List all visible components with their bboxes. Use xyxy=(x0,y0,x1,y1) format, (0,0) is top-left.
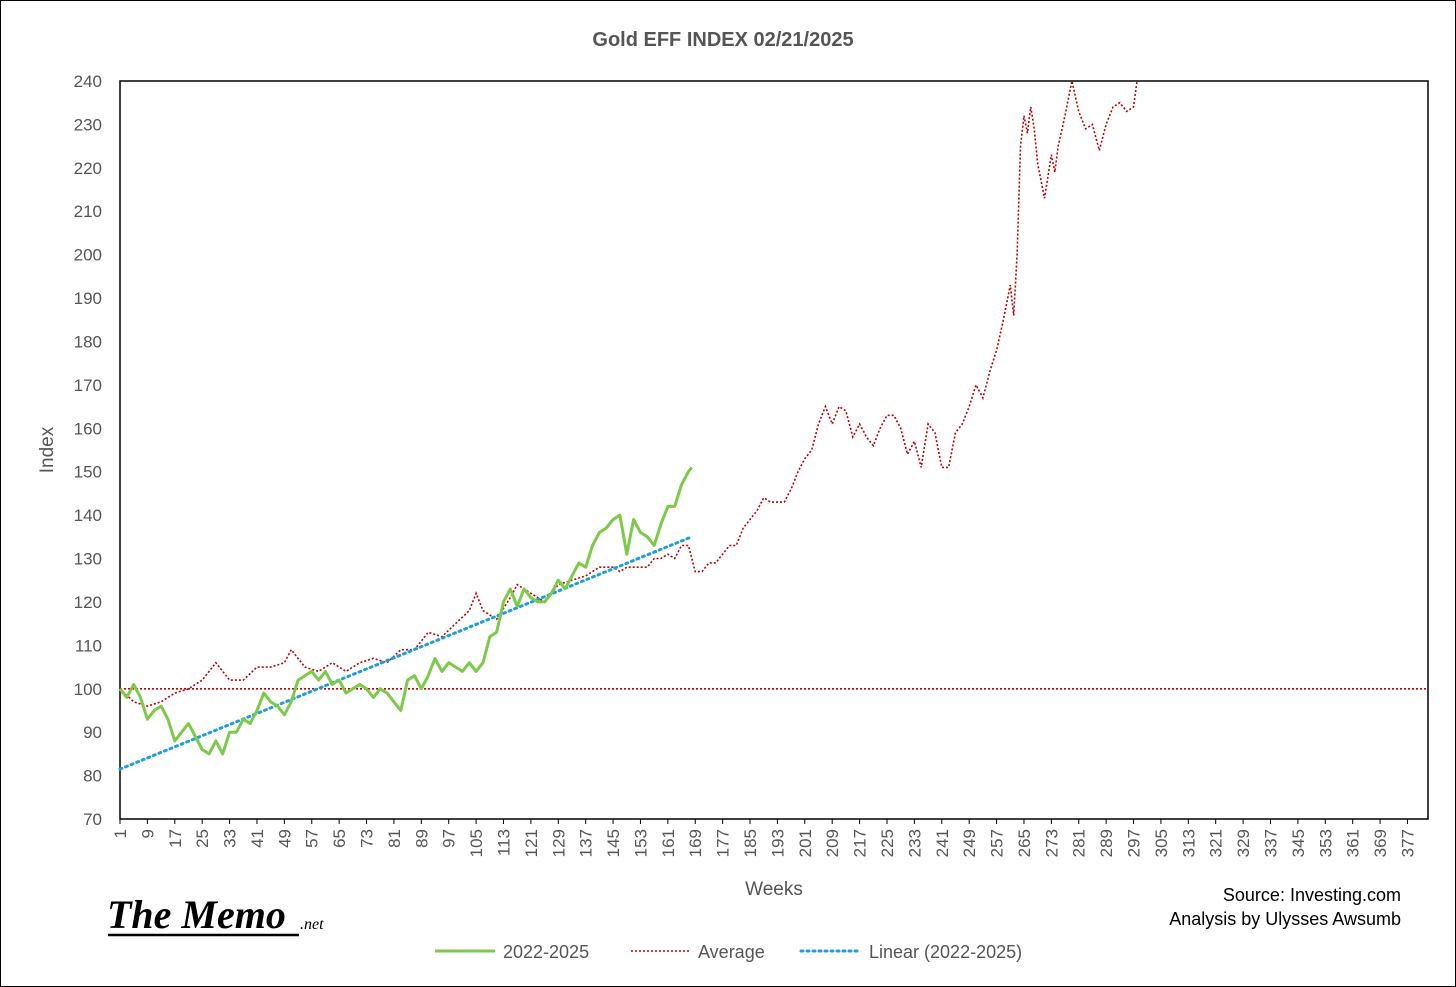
y-tick-label: 170 xyxy=(74,376,102,395)
x-tick-label: 377 xyxy=(1398,829,1417,857)
x-tick-label: 49 xyxy=(275,829,294,848)
x-tick-label: 345 xyxy=(1289,829,1308,857)
x-tick-label: 57 xyxy=(303,829,322,848)
x-tick-label: 329 xyxy=(1234,829,1253,857)
legend-label-average: Average xyxy=(698,942,765,962)
plot-area xyxy=(119,80,1429,820)
y-tick-label: 160 xyxy=(74,419,102,438)
x-tick-label: 193 xyxy=(768,829,787,857)
x-tick-label: 225 xyxy=(878,829,897,857)
x-tick-label: 33 xyxy=(221,829,240,848)
x-tick-label: 121 xyxy=(522,829,541,857)
memo-logo: The Memo .net xyxy=(107,892,324,937)
x-tick-label: 97 xyxy=(440,829,459,848)
x-tick-label: 273 xyxy=(1042,829,1061,857)
y-tick-label: 180 xyxy=(74,332,102,351)
x-tick-label: 217 xyxy=(851,829,870,857)
x-tick-label: 81 xyxy=(385,829,404,848)
x-tick-label: 1 xyxy=(111,829,130,838)
x-tick-label: 177 xyxy=(714,829,733,857)
y-axis-ticks: 70 80 90 100 110 120 130 140 150 160 170 180 190 200 2… xyxy=(74,72,102,829)
x-tick-label: 265 xyxy=(1015,829,1034,857)
series-line-linear-trend xyxy=(118,535,694,771)
series-group xyxy=(118,80,1428,771)
y-tick-label: 120 xyxy=(74,593,102,612)
x-axis-label: Weeks xyxy=(745,879,803,900)
x-tick-label: 153 xyxy=(631,829,650,857)
y-tick-label: 70 xyxy=(83,810,102,829)
x-tick-label: 65 xyxy=(330,829,349,848)
x-tick-label: 89 xyxy=(412,829,431,848)
chart-legend: 2022-2025 Average Linear (2022-2025) xyxy=(435,942,1022,962)
x-tick-label: 337 xyxy=(1261,829,1280,857)
source-line-1: Source: Investing.com xyxy=(1223,885,1401,905)
y-tick-label: 150 xyxy=(74,463,102,482)
y-tick-label: 200 xyxy=(74,246,102,265)
chart-title: Gold EFF INDEX 02/21/2025 xyxy=(592,29,853,51)
x-tick-label: 257 xyxy=(988,829,1007,857)
y-tick-label: 100 xyxy=(74,680,102,699)
x-tick-label: 105 xyxy=(467,829,486,857)
y-tick-label: 140 xyxy=(74,506,102,525)
x-tick-label: 201 xyxy=(796,829,815,857)
x-tick-label: 73 xyxy=(358,829,377,848)
y-tick-label: 80 xyxy=(83,767,102,786)
y-tick-label: 110 xyxy=(75,636,102,655)
y-tick-label: 90 xyxy=(83,723,102,742)
x-tick-label: 185 xyxy=(741,829,760,857)
x-tick-label: 209 xyxy=(823,829,842,857)
series-line-2022-2025 xyxy=(118,466,693,756)
legend-label-2022-2025: 2022-2025 xyxy=(503,942,589,962)
x-tick-label: 353 xyxy=(1316,829,1335,857)
y-axis-label: Index xyxy=(37,426,58,473)
x-tick-label: 369 xyxy=(1371,829,1390,857)
y-tick-label: 210 xyxy=(74,202,102,221)
x-tick-label: 297 xyxy=(1125,829,1144,857)
x-tick-label: 169 xyxy=(686,829,705,857)
x-tick-label: 41 xyxy=(248,829,267,848)
series-line-average xyxy=(119,80,1138,707)
y-tick-label: 220 xyxy=(74,159,102,178)
x-tick-label: 129 xyxy=(549,829,568,857)
x-tick-label: 17 xyxy=(166,829,185,848)
source-line-2: Analysis by Ulysses Awsumb xyxy=(1169,909,1401,929)
x-tick-label: 145 xyxy=(604,829,623,857)
y-tick-label: 190 xyxy=(74,289,102,308)
x-tick-label: 241 xyxy=(933,829,952,857)
x-tick-label: 321 xyxy=(1207,829,1226,857)
x-tick-label: 9 xyxy=(138,829,157,838)
legend-label-linear: Linear (2022-2025) xyxy=(869,942,1022,962)
x-tick-label: 305 xyxy=(1152,829,1171,857)
x-axis-ticks: 1 9 17 25 33 41 49 57 65 73 81 89 97 105 113 121 129 137 1… xyxy=(111,819,1417,857)
x-tick-label: 113 xyxy=(494,829,513,856)
x-tick-label: 249 xyxy=(960,829,979,857)
x-tick-label: 313 xyxy=(1179,829,1198,857)
y-tick-label: 240 xyxy=(74,72,102,91)
x-tick-label: 233 xyxy=(905,829,924,857)
x-tick-label: 289 xyxy=(1097,829,1116,857)
x-tick-label: 137 xyxy=(577,829,596,857)
x-tick-label: 161 xyxy=(659,829,678,857)
x-tick-label: 25 xyxy=(193,829,212,848)
x-tick-label: 361 xyxy=(1344,829,1363,857)
y-tick-label: 130 xyxy=(74,550,102,569)
x-tick-label: 281 xyxy=(1070,829,1089,857)
logo-main-text: The Memo xyxy=(107,892,286,937)
logo-suffix-text: .net xyxy=(300,916,324,933)
y-tick-label: 230 xyxy=(74,115,102,134)
